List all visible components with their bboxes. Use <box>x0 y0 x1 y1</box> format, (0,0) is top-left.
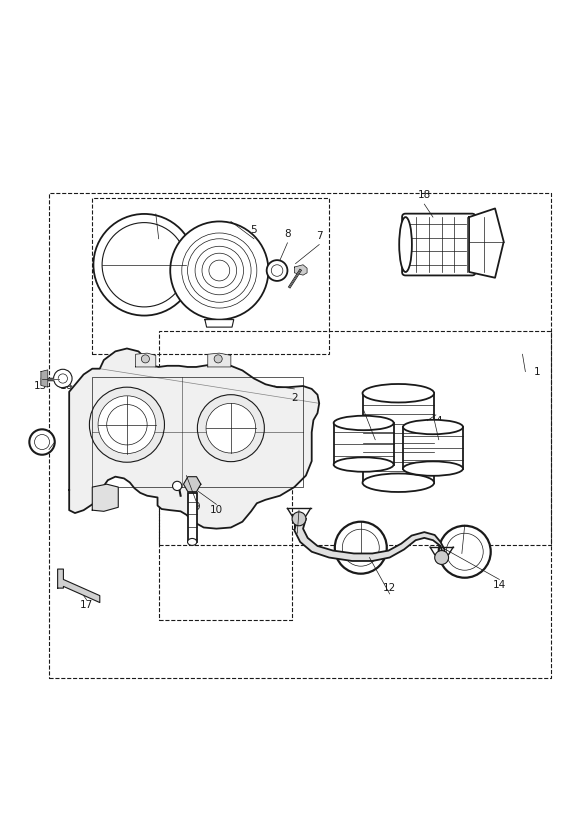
Polygon shape <box>184 476 201 492</box>
Text: 6: 6 <box>156 225 162 235</box>
Circle shape <box>98 396 156 453</box>
Circle shape <box>435 550 448 564</box>
Bar <box>159 470 292 620</box>
Text: 8: 8 <box>284 229 291 239</box>
Polygon shape <box>136 353 156 367</box>
Text: 2: 2 <box>291 392 298 403</box>
Polygon shape <box>294 519 444 561</box>
Bar <box>159 331 552 545</box>
Circle shape <box>206 403 256 453</box>
Circle shape <box>439 526 491 578</box>
Polygon shape <box>469 208 504 278</box>
Text: 9: 9 <box>193 503 199 513</box>
Text: 14: 14 <box>493 580 506 590</box>
Text: 1: 1 <box>533 367 540 377</box>
Ellipse shape <box>333 416 394 430</box>
Ellipse shape <box>363 474 434 492</box>
Ellipse shape <box>403 461 463 475</box>
Text: 15: 15 <box>34 381 47 391</box>
Ellipse shape <box>333 457 394 472</box>
Circle shape <box>89 387 164 462</box>
Circle shape <box>54 369 72 388</box>
Ellipse shape <box>399 217 412 272</box>
Polygon shape <box>41 370 48 387</box>
Polygon shape <box>69 349 319 529</box>
Polygon shape <box>92 485 118 512</box>
Text: 18: 18 <box>417 190 431 200</box>
Circle shape <box>173 481 182 490</box>
Text: 12: 12 <box>383 583 396 593</box>
Bar <box>188 493 197 542</box>
Bar <box>403 427 463 469</box>
Ellipse shape <box>363 384 434 402</box>
Circle shape <box>335 522 387 574</box>
Bar <box>333 423 394 465</box>
Circle shape <box>170 222 268 320</box>
Bar <box>92 199 329 354</box>
Circle shape <box>198 395 264 461</box>
Bar <box>363 393 434 483</box>
Ellipse shape <box>403 419 463 434</box>
Circle shape <box>214 355 222 363</box>
Ellipse shape <box>188 538 197 545</box>
Polygon shape <box>205 320 234 327</box>
Polygon shape <box>208 353 231 367</box>
Text: 16: 16 <box>59 381 73 391</box>
Text: 17: 17 <box>80 601 93 611</box>
Text: 10: 10 <box>210 505 223 515</box>
Text: 13: 13 <box>291 522 304 532</box>
Text: 11: 11 <box>354 555 367 564</box>
Text: 3: 3 <box>372 442 378 452</box>
Text: 3: 3 <box>436 442 442 452</box>
FancyBboxPatch shape <box>402 213 475 275</box>
Polygon shape <box>58 569 100 602</box>
Circle shape <box>141 355 149 363</box>
Bar <box>49 193 552 677</box>
Polygon shape <box>294 265 307 275</box>
Text: 7: 7 <box>316 231 322 241</box>
Circle shape <box>29 429 55 455</box>
Circle shape <box>102 222 187 307</box>
Text: 11: 11 <box>455 555 469 564</box>
Circle shape <box>266 260 287 281</box>
Text: 4: 4 <box>436 415 442 426</box>
Text: 5: 5 <box>251 225 257 235</box>
Text: 19: 19 <box>34 444 47 455</box>
Circle shape <box>93 214 195 316</box>
Circle shape <box>292 512 306 526</box>
